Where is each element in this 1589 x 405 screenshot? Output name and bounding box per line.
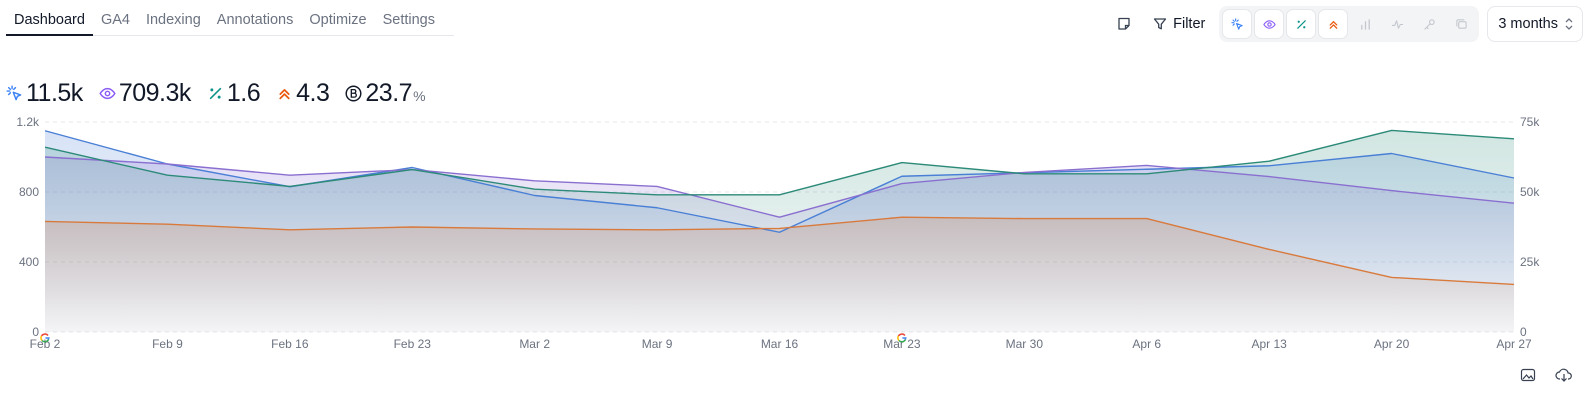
y-right-tick-label: 25k xyxy=(1520,255,1540,269)
metric-ctr[interactable]: 1.6 xyxy=(207,78,261,108)
metric-brand[interactable]: 23.7% xyxy=(345,78,426,108)
filter-button[interactable]: Filter xyxy=(1145,9,1213,39)
tab-indexing[interactable]: Indexing xyxy=(145,12,201,28)
metric-value: 11.5k xyxy=(26,78,83,107)
y-left-tick-label: 1.2k xyxy=(16,115,40,129)
impressions-toggle[interactable] xyxy=(1255,10,1284,38)
toolbar: Filter 3 months xyxy=(1111,6,1583,42)
tab-settings[interactable]: Settings xyxy=(382,12,435,28)
percent-icon xyxy=(207,85,224,102)
series-line[interactable] xyxy=(44,156,1515,218)
image-icon xyxy=(1520,368,1536,382)
series-area xyxy=(45,217,1514,332)
clicks-toggle[interactable] xyxy=(1223,10,1252,38)
x-tick-label: Feb 9 xyxy=(152,337,183,351)
x-tick-label: Feb 23 xyxy=(394,337,432,351)
cursor-click-icon xyxy=(1231,17,1244,31)
metric-clicks[interactable]: 11.5k xyxy=(6,79,83,108)
cloud-download-icon xyxy=(1555,368,1572,382)
chevron-up-down-icon xyxy=(1565,18,1573,30)
x-tick-label: Feb 2 xyxy=(30,337,61,351)
ctr-toggle[interactable] xyxy=(1287,10,1316,38)
y-right-tick-label: 50k xyxy=(1520,185,1540,199)
series-line[interactable] xyxy=(44,129,1515,196)
tab-annotations[interactable]: Annotations xyxy=(216,12,294,28)
metric-toggles xyxy=(1219,6,1480,42)
y-right-tick-label: 75k xyxy=(1520,115,1540,129)
cursor-click-icon xyxy=(6,84,23,102)
metric-value: 1.6 xyxy=(226,78,261,107)
x-tick-label: Apr 20 xyxy=(1374,337,1410,351)
x-tick-label: Mar 2 xyxy=(519,337,550,351)
eye-icon xyxy=(1263,18,1276,31)
filter-label: Filter xyxy=(1173,16,1206,32)
y-left-tick-label: 0 xyxy=(32,325,39,339)
bar-chart-toggle[interactable] xyxy=(1351,10,1379,38)
y-left-tick-label: 800 xyxy=(19,185,39,199)
x-tick-label: Mar 30 xyxy=(1006,337,1044,351)
sparkle-icon xyxy=(1391,18,1404,31)
y-right-tick-label: 0 xyxy=(1520,325,1527,339)
download-button[interactable] xyxy=(1553,364,1575,386)
sparkle-toggle[interactable] xyxy=(1383,10,1411,38)
percent-icon xyxy=(1295,18,1308,31)
x-tick-label: Apr 13 xyxy=(1251,337,1287,351)
performance-chart: 0 400 800 1.2k 0 25k 50k 75k Feb 2 Feb 9 Feb 16 Feb… xyxy=(16,115,1540,351)
metric-position[interactable]: 4.3 xyxy=(276,78,330,108)
copy-icon xyxy=(1455,18,1468,31)
chevrons-up-icon xyxy=(1327,18,1340,31)
metric-impressions[interactable]: 709.3k xyxy=(99,79,191,108)
x-tick-label: Mar 23 xyxy=(883,337,921,351)
x-tick-label: Mar 9 xyxy=(642,337,673,351)
position-toggle[interactable] xyxy=(1319,10,1348,38)
metric-value: 4.3 xyxy=(296,78,330,107)
series-line[interactable] xyxy=(44,216,1515,286)
y-left-tick-label: 400 xyxy=(19,255,39,269)
tab-optimize[interactable]: Optimize xyxy=(309,12,367,28)
key-icon xyxy=(1423,18,1436,31)
tab-dashboard[interactable]: Dashboard xyxy=(6,6,93,36)
metric-value: 23.7 xyxy=(365,78,413,107)
range-select[interactable]: 3 months xyxy=(1487,6,1583,42)
range-label: 3 months xyxy=(1498,16,1558,32)
google-update-marker-icon[interactable] xyxy=(40,333,50,343)
chart-actions xyxy=(1517,364,1575,386)
x-tick-label: Apr 27 xyxy=(1496,337,1532,351)
key-toggle[interactable] xyxy=(1415,10,1443,38)
x-tick-label: Apr 6 xyxy=(1132,337,1161,351)
chevrons-up-icon xyxy=(276,85,293,102)
metric-value: 709.3k xyxy=(118,78,192,107)
eye-icon xyxy=(99,85,116,102)
metrics-summary: 11.5k 709.3k 1.6 4.3 23.7% xyxy=(6,76,442,110)
google-update-marker-icon[interactable] xyxy=(897,333,907,343)
tab-ga4[interactable]: GA4 xyxy=(100,12,130,28)
pages-toggle[interactable] xyxy=(1447,10,1475,38)
note-icon[interactable] xyxy=(1111,11,1137,37)
main-tabs: Dashboard GA4 Indexing Annotations Optimize S… xyxy=(6,6,454,36)
x-tick-label: Feb 16 xyxy=(271,337,309,351)
metric-unit: % xyxy=(413,88,426,104)
b-circle-icon xyxy=(345,84,362,102)
x-tick-label: Mar 16 xyxy=(761,337,799,351)
filter-icon xyxy=(1153,18,1167,30)
bar-chart-icon xyxy=(1359,18,1372,31)
export-image-button[interactable] xyxy=(1517,364,1539,386)
